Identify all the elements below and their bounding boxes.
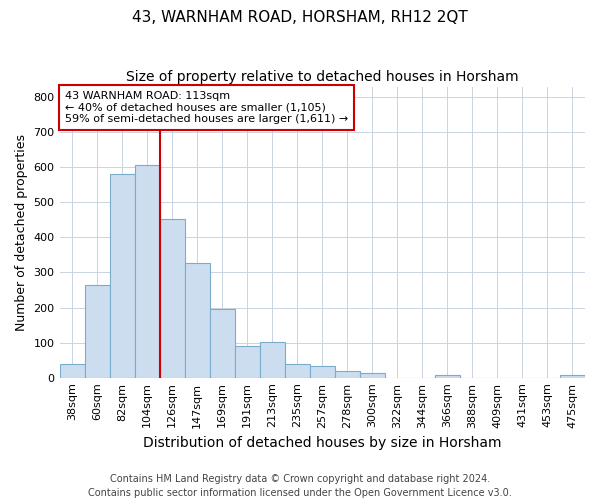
Bar xyxy=(285,364,310,378)
X-axis label: Distribution of detached houses by size in Horsham: Distribution of detached houses by size … xyxy=(143,436,502,450)
Text: Contains HM Land Registry data © Crown copyright and database right 2024.
Contai: Contains HM Land Registry data © Crown c… xyxy=(88,474,512,498)
Bar xyxy=(235,346,260,378)
Bar xyxy=(435,375,460,378)
Bar xyxy=(335,372,360,378)
Bar xyxy=(310,366,335,378)
Bar xyxy=(209,310,235,378)
Title: Size of property relative to detached houses in Horsham: Size of property relative to detached ho… xyxy=(126,70,518,84)
Bar xyxy=(260,342,285,378)
Bar xyxy=(160,219,185,378)
Bar xyxy=(110,174,134,378)
Bar xyxy=(59,364,85,378)
Bar xyxy=(560,375,585,378)
Y-axis label: Number of detached properties: Number of detached properties xyxy=(15,134,28,330)
Text: 43 WARNHAM ROAD: 113sqm
← 40% of detached houses are smaller (1,105)
59% of semi: 43 WARNHAM ROAD: 113sqm ← 40% of detache… xyxy=(65,91,348,124)
Bar xyxy=(185,262,209,378)
Bar xyxy=(360,374,385,378)
Bar xyxy=(134,166,160,378)
Text: 43, WARNHAM ROAD, HORSHAM, RH12 2QT: 43, WARNHAM ROAD, HORSHAM, RH12 2QT xyxy=(132,10,468,25)
Bar xyxy=(85,286,110,378)
